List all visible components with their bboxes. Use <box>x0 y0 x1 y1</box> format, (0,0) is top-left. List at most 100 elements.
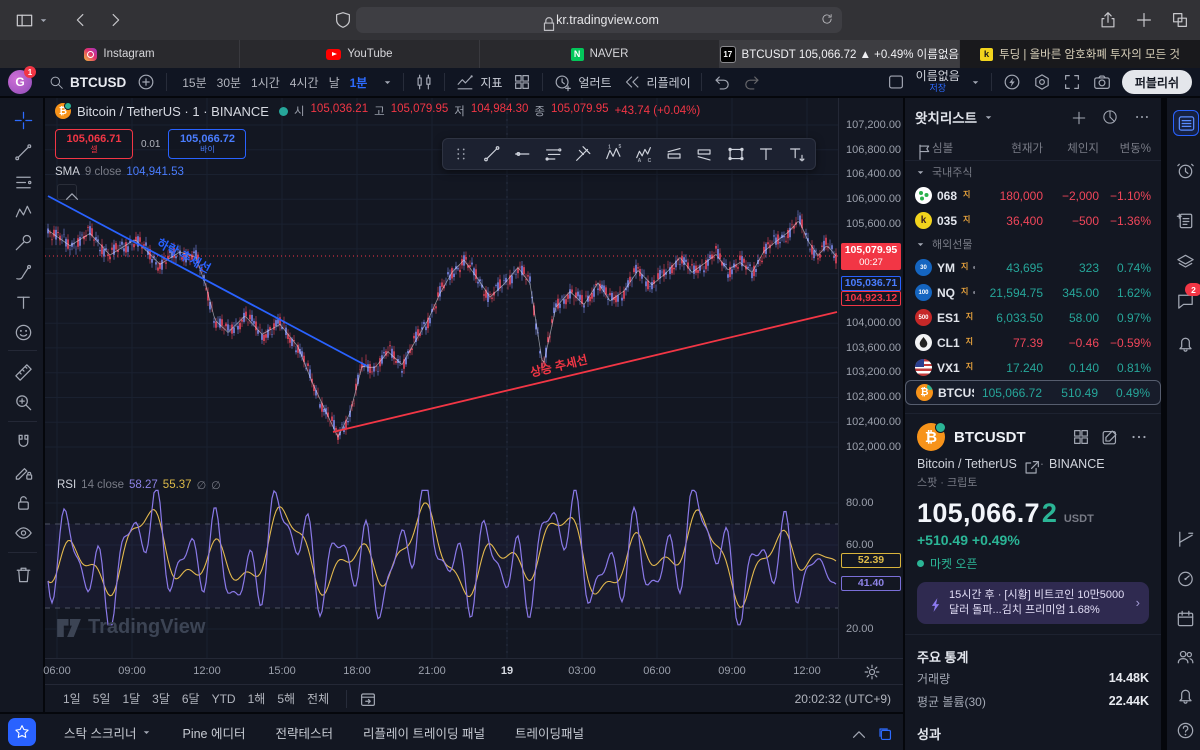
chart-tool-rail-button[interactable] <box>1173 526 1197 550</box>
bell-rail-button[interactable] <box>1173 330 1197 354</box>
quick-search-button[interactable] <box>1002 72 1022 92</box>
detail-symbol[interactable]: BTCUSDT <box>954 428 1026 446</box>
interval-4시간[interactable]: 4시간 <box>289 75 319 90</box>
pattern-tool-button[interactable] <box>11 200 35 224</box>
snapshot-button[interactable] <box>1092 72 1112 92</box>
interval-1시간[interactable]: 1시간 <box>251 75 280 90</box>
long-position-button[interactable] <box>661 141 690 167</box>
chart-legend[interactable]: ₿ Bitcoin / TetherUS · 1 · BINANCE 시 105,… <box>55 102 700 119</box>
external-link-icon[interactable] <box>1022 458 1039 474</box>
watchlist-caret-icon[interactable] <box>983 112 994 123</box>
clock-timezone[interactable]: 20:02:32 (UTC+9) <box>794 691 891 706</box>
indicators-button[interactable]: 지표 <box>455 72 502 92</box>
fullscreen-button[interactable] <box>1062 72 1082 92</box>
address-bar[interactable]: kr.tradingview.com <box>356 7 842 33</box>
alert-button[interactable]: 얼러트 <box>553 72 612 92</box>
layers-rail-button[interactable] <box>1173 250 1197 274</box>
ruler-tool-button[interactable] <box>11 360 35 384</box>
tab-overview-button[interactable] <box>1170 10 1190 30</box>
sidebar-caret-icon[interactable] <box>38 15 49 26</box>
brush-tool-button[interactable] <box>11 260 35 284</box>
bottom-tab-1[interactable]: 스탁 스크리너 <box>64 723 152 742</box>
chat-rail-button[interactable]: 2 <box>1173 283 1200 312</box>
range-1일[interactable]: 1일 <box>63 692 81 706</box>
publish-button[interactable]: 퍼블리쉬 <box>1121 70 1192 94</box>
interval-caret-icon[interactable] <box>382 77 393 88</box>
bottom-tab-2[interactable]: Pine 에디터 <box>182 726 246 741</box>
alarm-rail-button[interactable] <box>1173 158 1197 182</box>
back-button[interactable] <box>71 10 91 30</box>
range-5해[interactable]: 5해 <box>277 692 296 706</box>
goto-date-button[interactable] <box>358 689 378 709</box>
collapse-pane-button[interactable] <box>849 725 866 739</box>
hide-icon[interactable]: ∅ <box>196 480 207 492</box>
interval-날[interactable]: 날 <box>328 75 340 90</box>
watchlist-row-VX1[interactable]: VX1 지 17.240 0.140 0.81% <box>905 355 1161 380</box>
lock-open-tool-button[interactable] <box>11 490 35 514</box>
sell-button[interactable]: 105,066.71 셀 <box>55 129 133 159</box>
watchlist-add-button[interactable] <box>1070 109 1087 126</box>
range-YTD[interactable]: YTD <box>211 691 236 706</box>
calendar-rail-button[interactable] <box>1173 606 1197 630</box>
replay-button[interactable]: 리플레이 <box>622 72 691 92</box>
forecast-tool-button[interactable] <box>11 230 35 254</box>
detail-publish-button[interactable] <box>1100 427 1120 447</box>
magnet-tool-button[interactable] <box>11 430 35 454</box>
interval-1분[interactable]: 1분 <box>349 75 368 90</box>
rsi-legend[interactable]: RSI 14 close 58.27 55.37 ∅ ∅ <box>57 479 221 492</box>
bottom-tab-4[interactable]: 리플레이 트레이딩 패널 <box>363 726 485 741</box>
help-rail-button[interactable] <box>1173 718 1197 742</box>
trend-line-tool-button[interactable] <box>11 140 35 164</box>
text-tool-tool-button[interactable] <box>11 290 35 314</box>
anchored-text-button[interactable] <box>783 141 812 167</box>
bookmark-naver[interactable]: N NAVER <box>480 40 720 68</box>
layout-save-button[interactable]: 이름없음 저장 <box>916 70 960 93</box>
zoom-in-tool-button[interactable] <box>11 390 35 414</box>
watchlist-row-YM[interactable]: 30 YM 지 43,695 323 0.74% <box>905 255 1161 280</box>
undo-button[interactable] <box>712 72 732 92</box>
tab-secondary[interactable]: k 투딩 | 올바른 암호화폐 투자의 모든 것 <box>960 40 1200 68</box>
watchlist-section-해외선물[interactable]: 해외선물 <box>905 233 1161 255</box>
time-axis[interactable]: 06:00 09:00 12:00 15:00 18:00 21:00 19 03:00 06:… <box>43 658 903 684</box>
bottom-tab-3[interactable]: 전략테스터 <box>275 726 333 741</box>
layout-caret-icon[interactable] <box>970 77 981 88</box>
trash-tool-button[interactable] <box>11 562 35 586</box>
hide-icon[interactable]: ∅ <box>211 480 221 492</box>
pitchfork-button[interactable] <box>569 141 598 167</box>
bell-rail-button[interactable] <box>1173 682 1197 706</box>
forward-button[interactable] <box>105 10 125 30</box>
hide-eye-tool-button[interactable] <box>11 520 35 544</box>
watchlist-section-국내주식[interactable]: 국내주식 <box>905 161 1161 183</box>
crosshair-tool-button[interactable] <box>11 108 35 132</box>
watchlist-pie-button[interactable] <box>1101 108 1119 126</box>
time-axis-settings-button[interactable] <box>862 662 880 680</box>
interval-15분[interactable]: 15분 <box>182 75 207 90</box>
interval-30분[interactable]: 30분 <box>216 75 242 90</box>
note-add-rail-button[interactable] <box>1173 208 1197 232</box>
chart-region[interactable]: 하락 추세선 상승 추세선 ₿ Bitcoin / TetherUS · 1 · … <box>43 98 903 712</box>
sidebar-toggle-button[interactable] <box>12 8 36 32</box>
redo-button[interactable] <box>742 72 762 92</box>
watchlist-row-CL1[interactable]: CL1 지 77.39 −0.46 −0.59% <box>905 330 1161 355</box>
chart-style-button[interactable] <box>414 72 434 92</box>
range-6달[interactable]: 6달 <box>181 692 200 706</box>
rectangle-button[interactable] <box>722 141 751 167</box>
symbol-search-button[interactable]: BTCUSD <box>48 74 126 91</box>
column-change[interactable]: 체인지 <box>1067 143 1099 155</box>
news-item[interactable]: 15시간 후 · [시황] 비트코인 10만5000달러 돌파...김치 프리미… <box>917 582 1149 624</box>
watchlist-title[interactable]: 왓치리스트 <box>915 111 978 126</box>
layout-select-button[interactable] <box>886 72 906 92</box>
settings-button[interactable] <box>1032 72 1052 92</box>
range-1달[interactable]: 1달 <box>122 692 141 706</box>
parallel-channel-button[interactable] <box>539 141 568 167</box>
panel-list-rail-button[interactable] <box>1173 110 1199 136</box>
people-rail-button[interactable] <box>1173 644 1197 668</box>
watchlist-more-button[interactable] <box>1133 108 1151 126</box>
reload-button[interactable] <box>820 12 834 26</box>
range-1해[interactable]: 1해 <box>247 692 266 706</box>
privacy-shield-icon[interactable] <box>333 10 353 30</box>
